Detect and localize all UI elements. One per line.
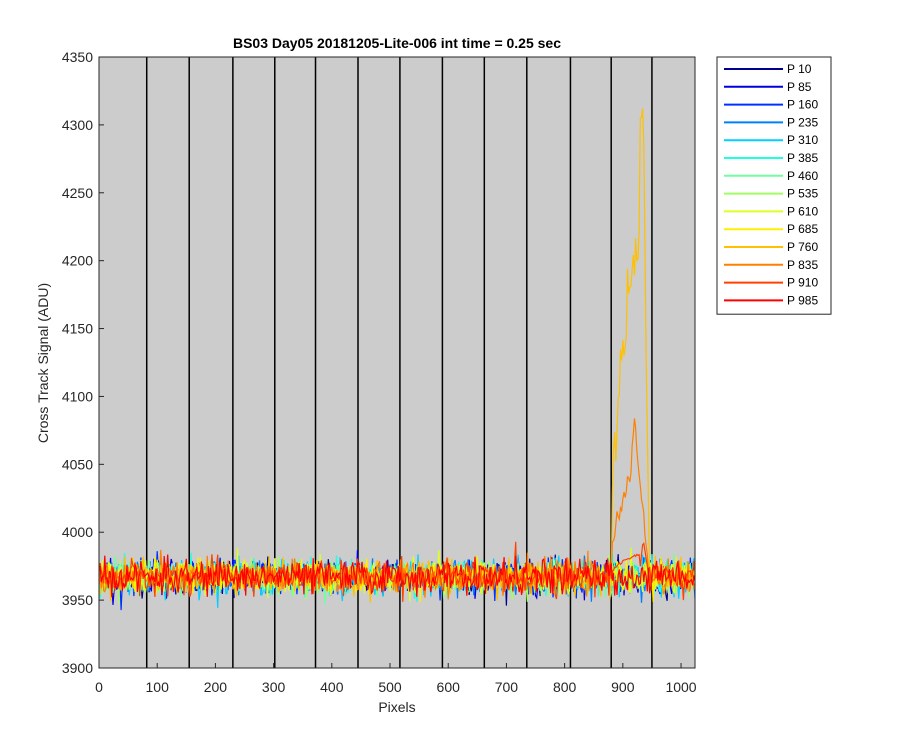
x-tick-label: 800: [553, 679, 577, 695]
y-tick-label: 4300: [62, 117, 93, 133]
legend-label: P 310: [787, 133, 818, 147]
y-axis-label: Cross Track Signal (ADU): [35, 283, 51, 443]
series-lines: [98, 108, 696, 611]
y-axis-ticks: 3900 3950 4000 4050 4100 4150 4200 4250 4300 4350: [62, 49, 104, 676]
plot-frame: [98, 56, 696, 669]
x-axis-label: Pixels: [378, 699, 415, 715]
y-tick-label: 4000: [62, 524, 93, 540]
legend-label: P 160: [787, 98, 818, 112]
y-tick-label: 4250: [62, 185, 93, 201]
legend-label: P 385: [787, 151, 818, 165]
legend-label: P 760: [787, 240, 818, 254]
legend-box: [716, 56, 832, 315]
x-tick-label: 500: [378, 679, 402, 695]
x-tick-label: 200: [204, 679, 228, 695]
legend-label: P 85: [787, 80, 812, 94]
y-tick-label: 3900: [62, 660, 93, 676]
legend-label: P 835: [787, 258, 818, 272]
legend-label: P 985: [787, 293, 818, 307]
legend-label: P 610: [787, 204, 818, 218]
legend-label: P 535: [787, 187, 818, 201]
y-tick-label: 4050: [62, 456, 93, 472]
x-tick-label: 0: [95, 679, 103, 695]
x-tick-label: 600: [437, 679, 461, 695]
y-tick-label: 4100: [62, 388, 93, 404]
x-tick-label: 300: [262, 679, 286, 695]
x-tick-label: 700: [495, 679, 519, 695]
legend-label: P 685: [787, 222, 818, 236]
chart-title: BS03 Day05 20181205-Lite-006 int time = …: [233, 35, 561, 51]
x-tick-label: 400: [320, 679, 344, 695]
y-tick-label: 4150: [62, 321, 93, 337]
series-line-p-985: [98, 554, 696, 598]
x-tick-label: 900: [611, 679, 635, 695]
y-tick-label: 3950: [62, 592, 93, 608]
y-tick-label: 4200: [62, 253, 93, 269]
legend-label: P 910: [787, 276, 818, 290]
legend-label: P 460: [787, 169, 818, 183]
x-tick-label: 100: [146, 679, 170, 695]
y-tick-label: 4350: [62, 49, 93, 65]
legend-label: P 10: [787, 62, 812, 76]
legend-label: P 235: [787, 115, 818, 129]
x-axis-ticks: 0 100 200 300 400 500 600 700 800 900 1000: [95, 663, 697, 695]
x-tick-label: 1000: [665, 679, 696, 695]
legend: P 10 P 85 P 160 P 235 P 310 P 385 P 460 P 535 P …: [716, 56, 832, 315]
